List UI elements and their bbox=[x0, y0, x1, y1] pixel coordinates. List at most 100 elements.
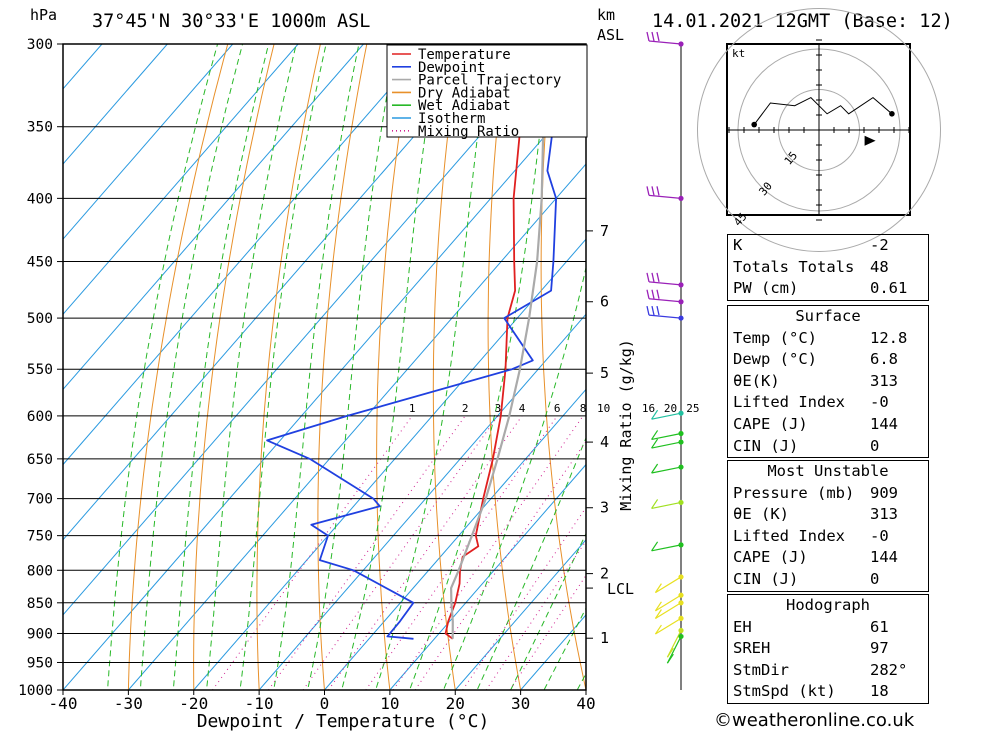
wind-profile bbox=[646, 31, 684, 690]
mixing-ratio-line bbox=[414, 440, 586, 690]
dry-adiabat-line bbox=[921, 26, 1000, 716]
wind-level-dot bbox=[678, 600, 684, 606]
wind-level-dot bbox=[678, 592, 684, 598]
wind-level-dot bbox=[678, 195, 684, 201]
wind-barb bbox=[651, 499, 682, 509]
wind-barb bbox=[646, 272, 682, 286]
temperature-tick-label: 30 bbox=[511, 694, 530, 713]
legend-entry-label: Dewpoint bbox=[418, 60, 485, 76]
wind-level-dot bbox=[678, 315, 684, 321]
temperature-tick-label: -40 bbox=[49, 694, 78, 713]
wind-barb bbox=[666, 630, 682, 658]
isotherm-line bbox=[63, 44, 561, 616]
index-label: Totals Totals bbox=[733, 257, 855, 276]
isotherm-line bbox=[127, 163, 586, 690]
height-tick-label: 2 bbox=[600, 565, 609, 583]
surface-title: Surface bbox=[795, 307, 861, 325]
mixing-ratio-value-label: 16 bbox=[642, 402, 655, 415]
mixing-ratio-value-label: 3 bbox=[495, 402, 502, 415]
wind-level-dot bbox=[678, 439, 684, 445]
isotherm-line bbox=[454, 538, 586, 690]
pressure-tick-label: 350 bbox=[27, 120, 53, 136]
index-value: 97 bbox=[870, 639, 889, 658]
isotherm-line bbox=[193, 238, 586, 690]
index-value: 0.61 bbox=[870, 279, 908, 298]
wind-barb bbox=[651, 541, 682, 552]
hodograph-table: Hodograph EH 61 SREH 97 StmDir 282° StmSpd (kt… bbox=[727, 594, 929, 704]
wind-level-dot bbox=[678, 299, 684, 305]
most-unstable-title: Most Unstable bbox=[767, 462, 889, 480]
dry-adiabat-line bbox=[256, 44, 321, 690]
index-row: Temp (°C) 12.8 bbox=[728, 328, 928, 350]
index-row: PW (cm) 0.61 bbox=[728, 278, 928, 300]
lcl-label: LCL bbox=[607, 580, 634, 598]
wind-level-dot bbox=[678, 410, 684, 416]
index-label: Dewp (°C) bbox=[733, 350, 817, 369]
temperature-tick-label: -20 bbox=[179, 694, 208, 713]
pressure-tick-label: 450 bbox=[27, 255, 53, 271]
dry-adiabat-line bbox=[376, 44, 414, 690]
pressure-tick-label: 950 bbox=[27, 655, 53, 671]
pressure-tick-label: 300 bbox=[27, 37, 53, 53]
mixing-ratio-value-label: 4 bbox=[519, 402, 526, 415]
dry-adiabat-line bbox=[487, 44, 522, 690]
pressure-tick-label: 750 bbox=[27, 529, 53, 545]
grid-lines bbox=[63, 26, 1000, 716]
mixing-ratio-line bbox=[302, 415, 499, 690]
index-value: 313 bbox=[870, 371, 898, 390]
wind-barb bbox=[651, 438, 682, 449]
storm-motion-marker bbox=[864, 135, 876, 146]
index-row: θE(K) 313 bbox=[728, 371, 928, 393]
hodograph-ring bbox=[697, 8, 941, 252]
mixing-ratio-value-label: 2 bbox=[462, 402, 469, 415]
index-value: 18 bbox=[870, 682, 889, 701]
pressure-tick-label: 400 bbox=[27, 191, 53, 207]
mixing-ratio-value-label: 25 bbox=[686, 402, 699, 415]
pressure-tick-label: 800 bbox=[27, 563, 53, 579]
wind-level-dot bbox=[678, 633, 684, 640]
index-value: 48 bbox=[870, 257, 889, 276]
dry-adiabat-line bbox=[540, 44, 586, 690]
dry-adiabat-line bbox=[127, 44, 229, 690]
index-row: Lifted Index -0 bbox=[728, 392, 928, 414]
wind-level-dot bbox=[678, 282, 684, 288]
index-label: Pressure (mb) bbox=[733, 483, 855, 502]
index-row: CIN (J) 0 bbox=[728, 436, 928, 458]
temperature-tick-label: 0 bbox=[320, 694, 330, 713]
wet-adiabat-line bbox=[442, 265, 586, 690]
index-value: 0 bbox=[870, 569, 880, 588]
wind-barb bbox=[666, 636, 682, 664]
wind-level-dot bbox=[678, 542, 684, 548]
asl-unit-label: ASL bbox=[597, 26, 624, 44]
index-value: 909 bbox=[870, 483, 898, 502]
temperature-tick-label: -10 bbox=[245, 694, 274, 713]
most-unstable-table: Most Unstable Pressure (mb) 909 θE (K) 313 L… bbox=[727, 460, 929, 592]
legend-entry-label: Mixing Ratio bbox=[418, 124, 519, 140]
temperature-tick-label: 20 bbox=[446, 694, 465, 713]
pressure-tick-label: 900 bbox=[27, 626, 53, 642]
index-value: -2 bbox=[870, 236, 889, 254]
wet-adiabat-line bbox=[139, 44, 244, 690]
legend-entry-label: Dry Adiabat bbox=[418, 85, 511, 101]
mixing-ratio-value-label: 1 bbox=[409, 402, 416, 415]
mixing-ratio-line bbox=[509, 574, 586, 690]
index-row: Totals Totals 48 bbox=[728, 257, 928, 279]
mixing-ratio-line bbox=[328, 415, 523, 690]
wind-barb bbox=[646, 289, 682, 303]
mixing-ratio-axis-label: Mixing Ratio (g/kg) bbox=[617, 339, 635, 511]
hodograph-trace bbox=[753, 96, 893, 125]
indices-table: K -2 Totals Totals 48 PW (cm) 0.61 bbox=[727, 234, 929, 301]
isotherm-line bbox=[63, 88, 586, 690]
index-row: SREH 97 bbox=[728, 638, 928, 660]
wind-level-dot bbox=[678, 430, 684, 437]
pressure-tick-label: 500 bbox=[27, 311, 53, 327]
pressure-tick-label: 650 bbox=[27, 452, 53, 468]
index-row: Lifted Index -0 bbox=[728, 526, 928, 548]
wind-level-dot bbox=[678, 574, 684, 580]
temperature-tick-label: 10 bbox=[380, 694, 399, 713]
location-title: 37°45'N 30°33'E 1000m ASL bbox=[92, 11, 370, 32]
index-label: Temp (°C) bbox=[733, 328, 817, 347]
